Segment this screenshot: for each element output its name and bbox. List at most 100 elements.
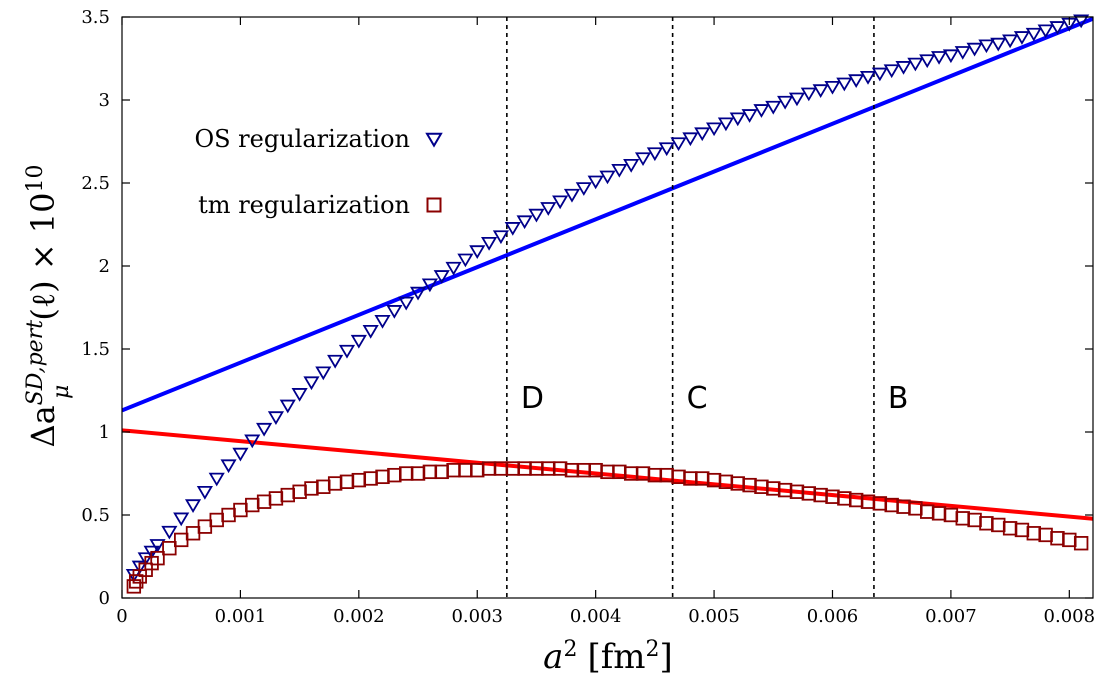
os-point [137, 552, 154, 567]
os-point [670, 137, 687, 152]
legend-marker-square [426, 197, 442, 213]
tm-point [1002, 521, 1018, 536]
os-point [646, 147, 663, 162]
tm-point [470, 462, 485, 478]
os-point [208, 472, 225, 487]
tm-point [967, 512, 982, 528]
tm-point [943, 507, 959, 523]
os-point [1002, 34, 1019, 49]
x-tick-label: 0.005 [688, 606, 740, 627]
y-axis-label-exp: 10 [23, 164, 48, 192]
tm-point [1014, 522, 1030, 538]
tm-point [197, 519, 213, 534]
tm-point [410, 466, 426, 481]
x-tick-label: 0.008 [1044, 606, 1096, 627]
tm-point [268, 491, 284, 506]
os-point [552, 195, 569, 210]
x-axis-label-sup: 2 [563, 637, 577, 662]
y-tick-label: 1 [99, 422, 110, 443]
tm-point [280, 487, 295, 503]
tm-point [221, 507, 236, 523]
os-point [1013, 31, 1031, 45]
os-point [883, 64, 900, 79]
tm-point [422, 464, 438, 480]
tm-point [1073, 536, 1089, 551]
tm-point [1062, 532, 1077, 548]
tm-point [398, 466, 414, 481]
os-point [267, 411, 285, 426]
os-point [871, 67, 888, 82]
os-point [445, 261, 462, 276]
os-point [623, 158, 640, 173]
os-point [398, 296, 415, 311]
os-point [244, 434, 261, 449]
os-point [682, 132, 699, 147]
os-point [717, 117, 734, 132]
region-label-C: C [687, 381, 708, 416]
tm-point [185, 526, 201, 541]
legend-marker-triangle [425, 132, 443, 148]
tm-point [174, 532, 189, 548]
tm-point [351, 472, 367, 488]
tm-point [387, 467, 402, 483]
y-tick-label: 3.5 [81, 7, 110, 28]
os-point [161, 525, 178, 540]
os-point [907, 57, 924, 72]
region-label-D: D [521, 381, 544, 416]
y-tick-label: 3 [99, 90, 110, 111]
x-axis-label-base: a [543, 637, 563, 677]
os-point [658, 142, 675, 157]
tm-point [920, 504, 935, 519]
os-point [587, 175, 604, 190]
tm-point [955, 511, 970, 526]
os-point [131, 560, 148, 575]
tm-point [233, 502, 248, 518]
os-point [291, 388, 308, 402]
os-point [930, 51, 948, 65]
os-point [409, 286, 427, 301]
os-point [634, 152, 652, 167]
tm-point [209, 512, 224, 528]
os-point [279, 399, 296, 414]
y-tick-label: 2.5 [81, 173, 110, 194]
y-tick-label: 0.5 [81, 505, 110, 526]
legend-label-1: OS regularization [194, 125, 410, 153]
os-point [315, 366, 332, 381]
tm-point [991, 517, 1006, 533]
os-point [386, 305, 403, 319]
tm-point [363, 471, 378, 486]
legend: OS regularization tm regularization [194, 125, 443, 219]
tm-point [129, 574, 144, 589]
os-point [1037, 24, 1054, 39]
tm-point [245, 497, 260, 513]
os-point [848, 74, 865, 89]
legend-label-2: tm regularization [198, 191, 410, 219]
os-point [149, 539, 166, 553]
os-point [481, 236, 498, 251]
tm-point [339, 474, 355, 490]
os-point [492, 230, 510, 245]
y-tick-label: 0 [99, 588, 110, 609]
os-point [575, 182, 592, 196]
os-point [1025, 27, 1042, 42]
tm-point [979, 516, 994, 531]
fit-lines [122, 17, 1093, 521]
tm-point [375, 469, 390, 485]
os-point [954, 46, 971, 60]
os-point [563, 188, 581, 203]
os-point [362, 324, 379, 339]
os-point [812, 84, 829, 98]
fit-line-1 [122, 17, 1093, 413]
os-point [173, 512, 190, 527]
os-point [942, 49, 959, 64]
x-tick-label: 0.001 [215, 606, 267, 627]
tm-point [292, 484, 307, 499]
y-tick-label: 2 [99, 256, 110, 277]
y-tick-label: 1.5 [81, 339, 110, 360]
tm-point [1026, 526, 1041, 541]
os-point [421, 278, 438, 293]
os-point [256, 422, 273, 437]
os-point [540, 202, 557, 216]
tm-point [327, 476, 343, 491]
os-point [895, 61, 912, 75]
